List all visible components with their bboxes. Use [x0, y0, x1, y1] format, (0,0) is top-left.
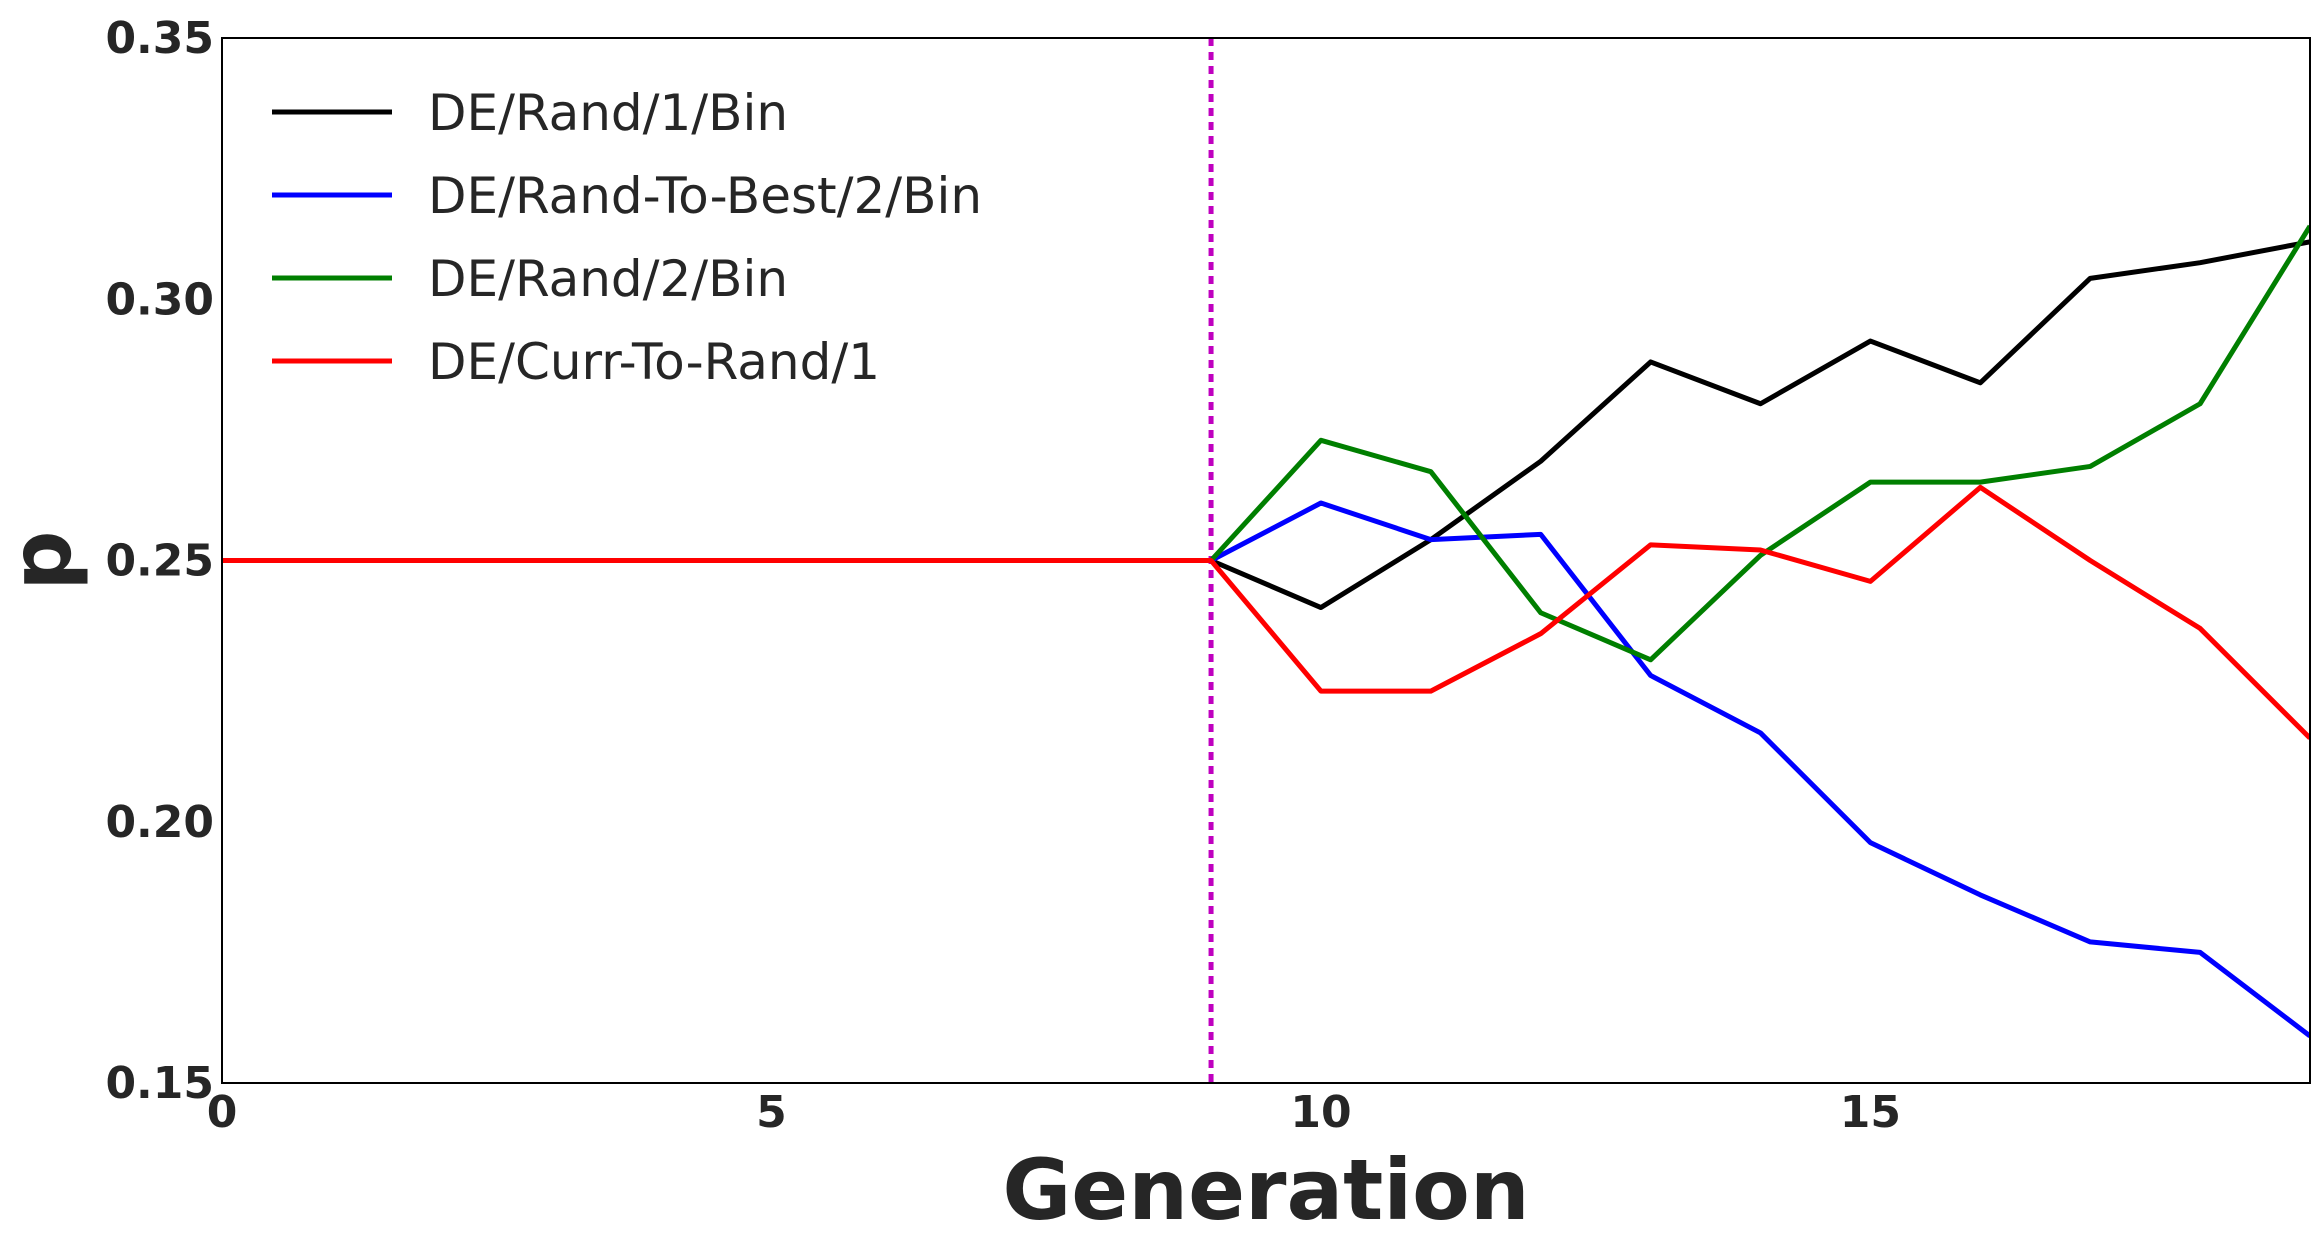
- y-axis-ticks: 0.15 0.20 0.25 0.30 0.35: [105, 13, 214, 1109]
- y-tick-label: 0.30: [105, 274, 214, 325]
- legend-label: DE/Curr-To-Rand/1: [428, 333, 880, 391]
- x-tick-label: 10: [1290, 1087, 1351, 1138]
- legend-label: DE/Rand/1/Bin: [428, 84, 788, 142]
- x-axis-title: Generation: [1002, 1141, 1529, 1239]
- x-tick-label: 0: [207, 1087, 238, 1138]
- legend-label: DE/Rand/2/Bin: [428, 250, 788, 308]
- y-tick-label: 0.35: [105, 13, 214, 64]
- x-tick-label: 5: [756, 1087, 787, 1138]
- x-axis-ticks: 0 5 10 15: [207, 1087, 1901, 1138]
- plot-area: [221, 37, 2311, 1084]
- legend-label: DE/Rand-To-Best/2/Bin: [428, 167, 982, 225]
- series-line-de-curr-to-rand-1: [222, 484, 2310, 740]
- y-tick-label: 0.15: [105, 1058, 214, 1109]
- y-axis-title: p: [0, 530, 90, 590]
- plot-frame: [221, 37, 2311, 1084]
- x-tick-label: 15: [1840, 1087, 1901, 1138]
- y-tick-label: 0.25: [105, 536, 214, 587]
- y-tick-label: 0.20: [105, 797, 214, 848]
- legend: DE/Rand/1/Bin DE/Rand-To-Best/2/Bin DE/Ran…: [272, 84, 982, 391]
